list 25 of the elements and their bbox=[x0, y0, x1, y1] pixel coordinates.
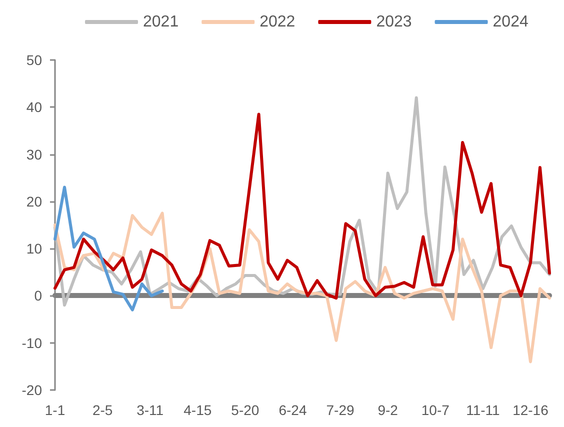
x-tick-label: 11-11 bbox=[466, 402, 500, 418]
y-tick-label: 40 bbox=[26, 99, 42, 116]
x-tick-label: 1-1 bbox=[44, 402, 66, 418]
legend-label: 2021 bbox=[143, 14, 179, 30]
legend-label: 2023 bbox=[376, 14, 412, 30]
line-series bbox=[54, 186, 164, 312]
y-tick-label: 0 bbox=[34, 288, 42, 304]
y-tick-label: -10 bbox=[22, 334, 42, 351]
legend-label: 2022 bbox=[260, 14, 296, 30]
x-tick-label: 2-5 bbox=[92, 402, 113, 418]
line-series bbox=[54, 212, 551, 364]
x-tick-label: 9-2 bbox=[378, 402, 398, 418]
x-tick-label: 5-20 bbox=[231, 402, 260, 418]
y-tick-label: 10 bbox=[26, 240, 42, 257]
x-tick-label: 6-24 bbox=[278, 402, 307, 418]
x-tick-label: 7-29 bbox=[326, 402, 355, 418]
y-tick-label: 20 bbox=[26, 193, 42, 210]
x-tick-label: 3-11 bbox=[136, 402, 164, 418]
x-tick-label: 4-15 bbox=[184, 402, 212, 418]
y-tick-label: 50 bbox=[26, 52, 42, 68]
x-tick-label: 12-16 bbox=[512, 402, 549, 418]
legend-label: 2024 bbox=[492, 14, 528, 30]
y-tick-label: -20 bbox=[22, 382, 42, 398]
y-tick-label: 30 bbox=[26, 146, 42, 162]
x-tick-label: 10-7 bbox=[421, 402, 450, 418]
